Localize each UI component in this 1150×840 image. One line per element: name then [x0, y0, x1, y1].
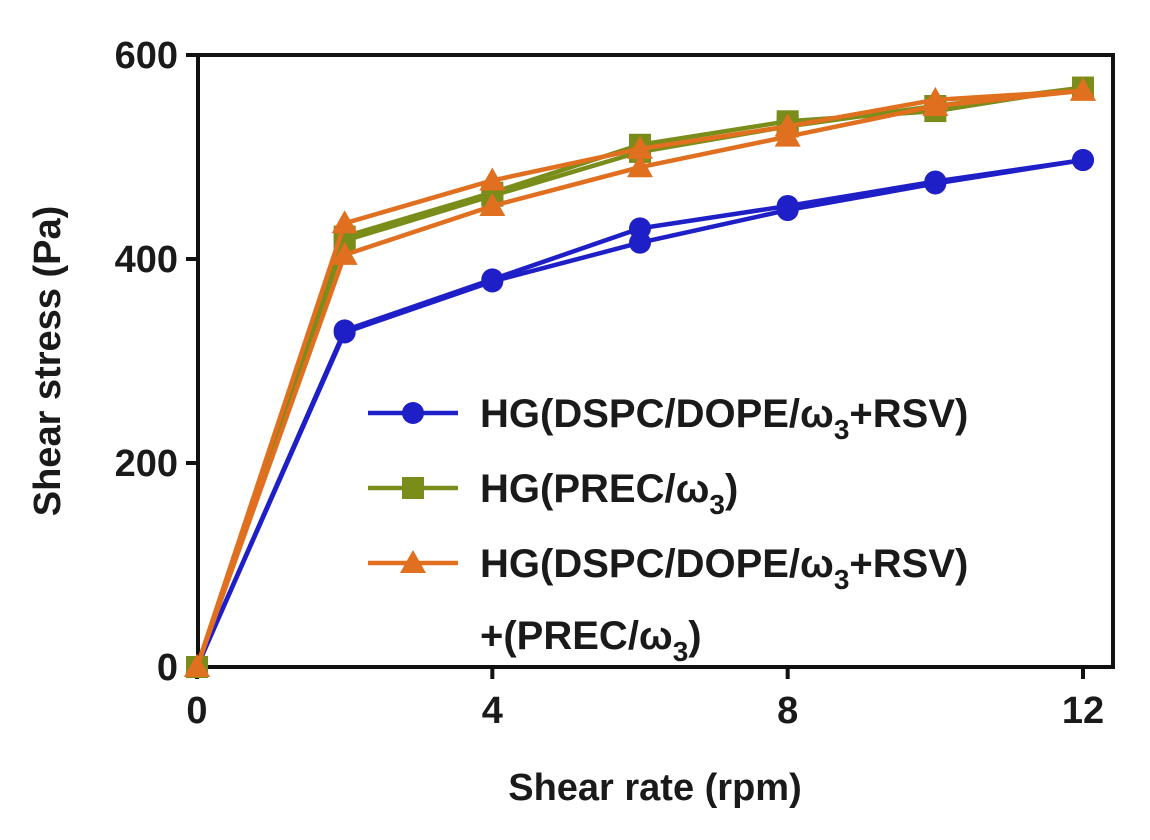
- legend: HG(DSPC/DOPE/ω3+RSV) HG(PREC/ω3) HG(DSPC/D…: [368, 392, 968, 667]
- axes: 0 4 8 12 0 200 400 600: [115, 35, 1105, 732]
- y-tick-label: 0: [157, 647, 178, 689]
- data-point-circle: [776, 199, 799, 222]
- data-point-circle: [924, 172, 947, 195]
- legend-label-line2: +(PREC/ω3): [480, 614, 702, 667]
- legend-label: HG(DSPC/DOPE/ω3+RSV): [480, 392, 968, 445]
- data-point-triangle: [774, 123, 801, 147]
- legend-item-square: HG(PREC/ω3): [368, 467, 738, 520]
- x-axis-label: Shear rate (rpm): [508, 767, 802, 809]
- x-tick-label: 0: [186, 690, 207, 732]
- data-point-triangle: [184, 654, 210, 677]
- data-point-triangle: [479, 167, 506, 191]
- legend-label: HG(DSPC/DOPE/ω3+RSV): [480, 542, 968, 595]
- x-tick-label: 4: [482, 690, 503, 732]
- y-tick-label: 600: [115, 35, 178, 77]
- legend-swatch-marker: [402, 477, 424, 499]
- data-point-circle: [629, 231, 651, 254]
- data-point-circle: [481, 270, 504, 293]
- data-point-triangle: [627, 135, 653, 159]
- data-point-triangle: [331, 210, 358, 234]
- series-triangle: [184, 77, 1096, 677]
- data-point-triangle: [479, 192, 506, 216]
- x-tick-label: 8: [777, 690, 798, 732]
- x-tick-label: 12: [1062, 690, 1104, 732]
- data-point-triangle: [331, 241, 358, 265]
- legend-swatch-marker: [400, 550, 426, 573]
- legend-item-triangle: HG(DSPC/DOPE/ω3+RSV) +(PREC/ω3): [368, 542, 968, 667]
- data-point-circle: [333, 321, 356, 344]
- legend-label: HG(PREC/ω3): [480, 467, 738, 520]
- legend-item-circle: HG(DSPC/DOPE/ω3+RSV): [368, 392, 968, 445]
- data-point-circle: [1072, 149, 1094, 172]
- plot-frame: [196, 53, 1115, 669]
- data-point-triangle: [922, 93, 949, 116]
- data-point-triangle: [1070, 77, 1096, 101]
- data-point-triangle: [627, 154, 653, 178]
- series: [184, 76, 1096, 678]
- y-tick-label: 200: [115, 443, 178, 485]
- legend-swatch-marker: [402, 402, 424, 424]
- y-tick-label: 400: [115, 239, 178, 281]
- series-circle: [186, 149, 1094, 678]
- y-axis-label: Shear stress (Pa): [27, 206, 69, 517]
